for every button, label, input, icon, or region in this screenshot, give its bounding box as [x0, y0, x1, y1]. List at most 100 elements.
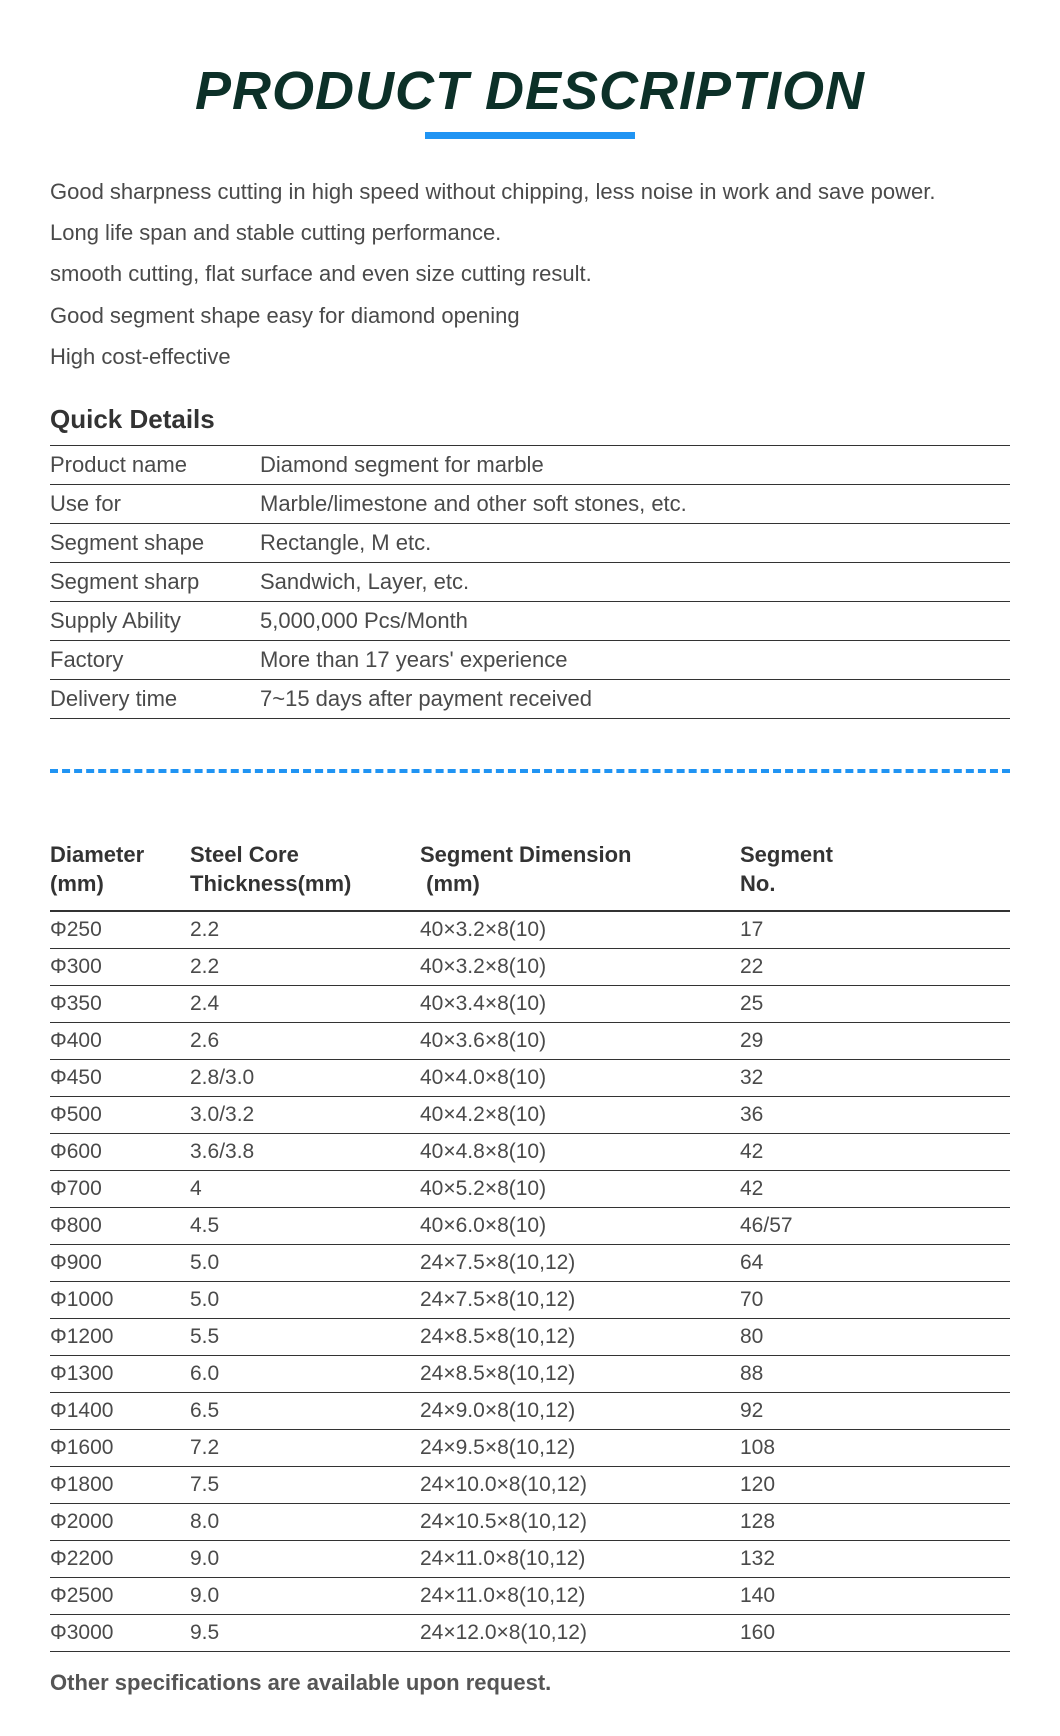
spec-cell-segno: 64 [740, 1245, 1010, 1282]
spec-header-dimension: Segment Dimension (mm) [420, 833, 740, 911]
spec-cell-thickness: 5.0 [190, 1245, 420, 1282]
spec-cell-diameter: Φ700 [50, 1171, 190, 1208]
description-line: Long life span and stable cutting perfor… [50, 215, 1010, 250]
spec-row: Φ13006.024×8.5×8(10,12)88 [50, 1356, 1010, 1393]
spec-cell-dimension: 24×8.5×8(10,12) [420, 1356, 740, 1393]
spec-cell-thickness: 5.0 [190, 1282, 420, 1319]
spec-cell-diameter: Φ400 [50, 1023, 190, 1060]
description-list: Good sharpness cutting in high speed wit… [50, 174, 1010, 374]
spec-cell-thickness: 8.0 [190, 1504, 420, 1541]
details-value: Sandwich, Layer, etc. [260, 562, 1010, 601]
spec-row: Φ10005.024×7.5×8(10,12)70 [50, 1282, 1010, 1319]
spec-cell-segno: 108 [740, 1430, 1010, 1467]
spec-cell-segno: 132 [740, 1541, 1010, 1578]
title-underline [425, 132, 635, 139]
spec-header-thickness: Steel CoreThickness(mm) [190, 833, 420, 911]
spec-cell-dimension: 40×3.2×8(10) [420, 911, 740, 949]
details-label: Product name [50, 445, 260, 484]
description-line: Good sharpness cutting in high speed wit… [50, 174, 1010, 209]
spec-cell-diameter: Φ450 [50, 1060, 190, 1097]
spec-cell-dimension: 40×4.0×8(10) [420, 1060, 740, 1097]
spec-cell-segno: 120 [740, 1467, 1010, 1504]
details-row: Product nameDiamond segment for marble [50, 445, 1010, 484]
spec-cell-dimension: 40×4.2×8(10) [420, 1097, 740, 1134]
details-label: Delivery time [50, 679, 260, 718]
details-row: Use forMarble/limestone and other soft s… [50, 484, 1010, 523]
details-row: Segment shapeRectangle, M etc. [50, 523, 1010, 562]
quick-details-heading: Quick Details [50, 404, 1010, 435]
spec-cell-thickness: 5.5 [190, 1319, 420, 1356]
spec-cell-diameter: Φ500 [50, 1097, 190, 1134]
spec-cell-segno: 80 [740, 1319, 1010, 1356]
spec-cell-dimension: 24×10.0×8(10,12) [420, 1467, 740, 1504]
details-value: Rectangle, M etc. [260, 523, 1010, 562]
spec-cell-segno: 36 [740, 1097, 1010, 1134]
details-value: 5,000,000 Pcs/Month [260, 601, 1010, 640]
spec-cell-segno: 42 [740, 1134, 1010, 1171]
details-value: More than 17 years' experience [260, 640, 1010, 679]
spec-row: Φ6003.6/3.840×4.8×8(10)42 [50, 1134, 1010, 1171]
spec-cell-dimension: 24×7.5×8(10,12) [420, 1282, 740, 1319]
spec-cell-diameter: Φ3000 [50, 1615, 190, 1652]
details-row: Segment sharpSandwich, Layer, etc. [50, 562, 1010, 601]
spec-header-row: Diameter(mm) Steel CoreThickness(mm) Seg… [50, 833, 1010, 911]
spec-cell-thickness: 6.0 [190, 1356, 420, 1393]
spec-cell-segno: 88 [740, 1356, 1010, 1393]
spec-row: Φ18007.524×10.0×8(10,12)120 [50, 1467, 1010, 1504]
spec-row: Φ30009.524×12.0×8(10,12)160 [50, 1615, 1010, 1652]
spec-cell-diameter: Φ1000 [50, 1282, 190, 1319]
spec-cell-dimension: 24×11.0×8(10,12) [420, 1541, 740, 1578]
spec-cell-segno: 42 [740, 1171, 1010, 1208]
page-title: PRODUCT DESCRIPTION [50, 60, 1010, 122]
spec-cell-dimension: 24×9.5×8(10,12) [420, 1430, 740, 1467]
spec-cell-thickness: 2.8/3.0 [190, 1060, 420, 1097]
spec-row: Φ12005.524×8.5×8(10,12)80 [50, 1319, 1010, 1356]
details-row: Supply Ability5,000,000 Pcs/Month [50, 601, 1010, 640]
spec-cell-diameter: Φ1800 [50, 1467, 190, 1504]
spec-cell-thickness: 9.0 [190, 1541, 420, 1578]
quick-details-table: Product nameDiamond segment for marbleUs… [50, 445, 1010, 719]
spec-cell-dimension: 24×12.0×8(10,12) [420, 1615, 740, 1652]
spec-row: Φ14006.524×9.0×8(10,12)92 [50, 1393, 1010, 1430]
spec-cell-thickness: 3.6/3.8 [190, 1134, 420, 1171]
details-label: Segment sharp [50, 562, 260, 601]
details-value: Marble/limestone and other soft stones, … [260, 484, 1010, 523]
spec-row: Φ3002.240×3.2×8(10)22 [50, 949, 1010, 986]
spec-cell-dimension: 24×7.5×8(10,12) [420, 1245, 740, 1282]
spec-cell-thickness: 4 [190, 1171, 420, 1208]
spec-cell-diameter: Φ350 [50, 986, 190, 1023]
spec-row: Φ22009.024×11.0×8(10,12)132 [50, 1541, 1010, 1578]
details-label: Segment shape [50, 523, 260, 562]
spec-row: Φ8004.540×6.0×8(10)46/57 [50, 1208, 1010, 1245]
spec-table: Diameter(mm) Steel CoreThickness(mm) Seg… [50, 833, 1010, 1652]
spec-row: Φ700440×5.2×8(10)42 [50, 1171, 1010, 1208]
spec-cell-diameter: Φ1200 [50, 1319, 190, 1356]
spec-cell-diameter: Φ2000 [50, 1504, 190, 1541]
spec-row: Φ16007.224×9.5×8(10,12)108 [50, 1430, 1010, 1467]
spec-cell-diameter: Φ800 [50, 1208, 190, 1245]
description-line: smooth cutting, flat surface and even si… [50, 256, 1010, 291]
spec-cell-thickness: 7.2 [190, 1430, 420, 1467]
spec-cell-diameter: Φ900 [50, 1245, 190, 1282]
spec-cell-thickness: 2.6 [190, 1023, 420, 1060]
spec-cell-dimension: 40×5.2×8(10) [420, 1171, 740, 1208]
spec-cell-thickness: 2.2 [190, 949, 420, 986]
spec-cell-segno: 128 [740, 1504, 1010, 1541]
footer-note: Other specifications are available upon … [50, 1670, 1010, 1696]
spec-cell-diameter: Φ2500 [50, 1578, 190, 1615]
spec-cell-thickness: 6.5 [190, 1393, 420, 1430]
details-row: Delivery time7~15 days after payment rec… [50, 679, 1010, 718]
spec-row: Φ9005.024×7.5×8(10,12)64 [50, 1245, 1010, 1282]
spec-cell-thickness: 2.2 [190, 911, 420, 949]
spec-row: Φ2502.240×3.2×8(10)17 [50, 911, 1010, 949]
spec-cell-diameter: Φ2200 [50, 1541, 190, 1578]
spec-cell-dimension: 24×8.5×8(10,12) [420, 1319, 740, 1356]
details-value: 7~15 days after payment received [260, 679, 1010, 718]
details-label: Use for [50, 484, 260, 523]
spec-header-diameter: Diameter(mm) [50, 833, 190, 911]
details-row: FactoryMore than 17 years' experience [50, 640, 1010, 679]
spec-cell-segno: 160 [740, 1615, 1010, 1652]
spec-cell-dimension: 40×3.4×8(10) [420, 986, 740, 1023]
spec-cell-dimension: 40×6.0×8(10) [420, 1208, 740, 1245]
spec-cell-segno: 140 [740, 1578, 1010, 1615]
